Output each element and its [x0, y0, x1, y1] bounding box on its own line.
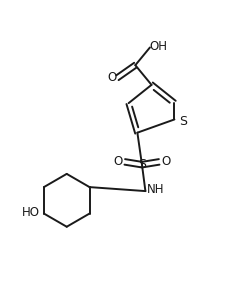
Text: O: O: [160, 155, 170, 168]
Text: S: S: [137, 158, 145, 171]
Text: OH: OH: [149, 40, 167, 53]
Text: O: O: [113, 155, 122, 168]
Text: HO: HO: [22, 206, 40, 219]
Text: NH: NH: [146, 183, 164, 196]
Text: S: S: [178, 115, 186, 128]
Text: O: O: [107, 71, 116, 84]
